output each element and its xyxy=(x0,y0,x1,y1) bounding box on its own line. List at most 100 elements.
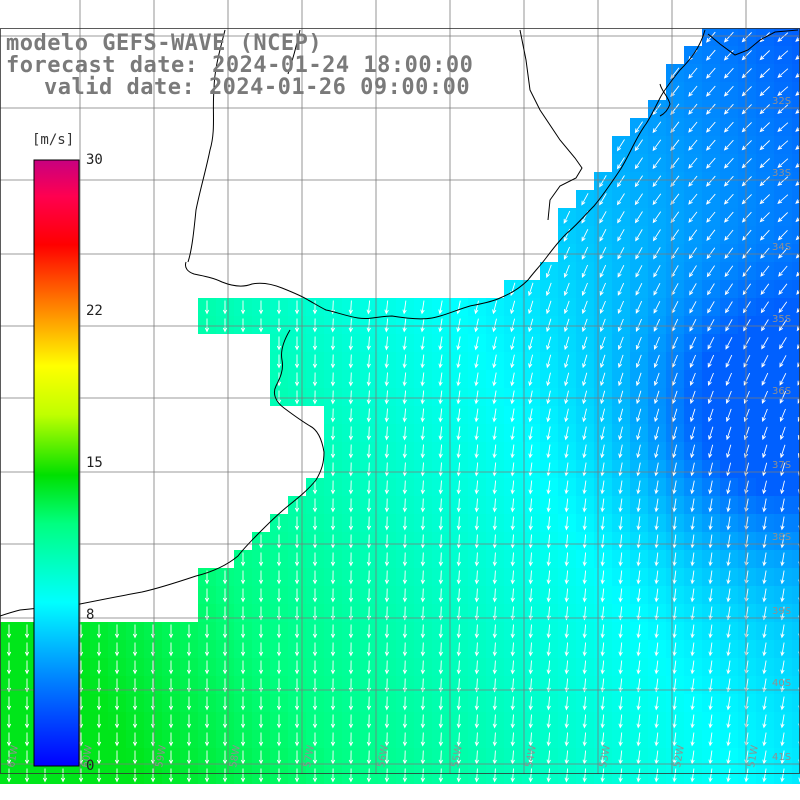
wind-arrow xyxy=(725,354,733,368)
colorbar-tick-15: 15 xyxy=(86,455,103,471)
wind-arrow xyxy=(563,300,570,315)
wind-arrow xyxy=(723,103,734,115)
wind-arrow xyxy=(777,68,789,78)
wind-arrow xyxy=(222,660,228,675)
wind-arrow xyxy=(564,624,569,639)
wind-arrow xyxy=(652,175,662,188)
wind-arrow xyxy=(348,444,354,459)
wind-arrow xyxy=(761,390,769,404)
wind-arrow xyxy=(330,444,336,459)
latitude-label: 33S xyxy=(772,168,791,179)
wind-arrow xyxy=(599,211,607,224)
wind-arrow xyxy=(528,282,534,297)
wind-arrow xyxy=(420,354,425,369)
wind-arrow xyxy=(777,212,789,223)
wind-arrow xyxy=(724,283,733,296)
wind-arrow xyxy=(654,606,659,621)
latitude-label: 35S xyxy=(772,314,791,325)
wind-arrow xyxy=(510,750,515,765)
wind-arrow xyxy=(258,606,264,621)
field-cell xyxy=(792,550,800,568)
wind-arrow xyxy=(777,122,789,132)
wind-arrow xyxy=(707,336,715,350)
wind-arrow xyxy=(690,444,696,459)
wind-arrow xyxy=(706,193,716,205)
wind-arrow xyxy=(168,768,174,783)
wind-arrow xyxy=(492,678,497,693)
wind-arrow xyxy=(618,408,624,423)
wind-arrow xyxy=(312,354,318,369)
wind-arrow xyxy=(438,588,443,603)
wind-arrow xyxy=(402,660,408,675)
wind-arrow xyxy=(312,516,318,531)
wind-arrow xyxy=(420,480,425,495)
wind-arrow xyxy=(708,696,713,711)
wind-arrow xyxy=(204,768,210,783)
wind-arrow xyxy=(690,678,695,693)
wind-arrow xyxy=(582,462,587,477)
wind-arrow xyxy=(402,750,408,765)
wind-arrow xyxy=(474,516,479,531)
wind-arrow xyxy=(762,696,767,711)
wind-arrow xyxy=(276,300,282,315)
wind-arrow xyxy=(546,354,552,369)
wind-arrow xyxy=(276,318,282,333)
wind-arrow xyxy=(528,642,533,657)
wind-arrow xyxy=(654,642,659,657)
wind-arrow xyxy=(312,300,318,315)
wind-arrow xyxy=(528,714,533,729)
wind-arrow xyxy=(726,552,731,567)
wind-arrow xyxy=(402,642,408,657)
wind-arrow xyxy=(492,660,497,675)
wind-arrow xyxy=(348,534,354,549)
wind-arrow xyxy=(348,678,354,693)
wind-arrow xyxy=(402,498,407,513)
wind-arrow xyxy=(402,768,408,783)
longitude-label: 58W xyxy=(228,744,243,768)
wind-arrow xyxy=(330,480,336,495)
wind-arrow xyxy=(690,606,695,621)
wind-arrow xyxy=(402,714,408,729)
wind-arrow xyxy=(240,588,246,603)
wind-arrow xyxy=(636,732,641,747)
wind-arrow xyxy=(222,714,228,729)
wind-arrow xyxy=(330,552,336,567)
wind-arrow xyxy=(653,265,661,278)
wind-arrow xyxy=(384,444,389,459)
wind-arrow xyxy=(312,570,318,585)
wind-arrow xyxy=(510,318,516,333)
wind-arrow xyxy=(742,265,752,278)
longitude-label: 51W xyxy=(746,744,761,768)
wind-arrow xyxy=(222,300,228,315)
wind-arrow xyxy=(780,678,785,693)
wind-arrow xyxy=(384,606,390,621)
wind-arrow xyxy=(294,354,300,369)
wind-arrow xyxy=(330,426,336,441)
field-cell xyxy=(792,388,800,406)
wind-arrow xyxy=(510,660,515,675)
wind-arrow xyxy=(168,732,174,747)
wind-arrow xyxy=(759,158,771,169)
wind-arrow xyxy=(780,444,786,459)
wind-arrow xyxy=(204,714,210,729)
wind-arrow xyxy=(420,552,425,567)
wind-arrow xyxy=(312,750,318,765)
wind-arrow xyxy=(474,408,479,423)
wind-arrow xyxy=(726,642,731,657)
wind-arrow xyxy=(474,696,479,711)
wind-arrow xyxy=(456,444,461,459)
wind-arrow xyxy=(348,714,354,729)
wind-arrow xyxy=(599,175,607,188)
wind-arrow xyxy=(563,318,570,333)
wind-arrow xyxy=(780,750,785,765)
wind-arrow xyxy=(348,354,353,369)
wind-arrow xyxy=(690,480,695,495)
wind-arrow xyxy=(492,354,497,369)
wind-arrow xyxy=(258,624,264,639)
wind-arrow xyxy=(654,732,659,747)
wind-arrow xyxy=(510,642,515,657)
wind-arrow xyxy=(563,246,571,260)
field-cell xyxy=(792,64,800,82)
wind-arrow xyxy=(420,498,425,513)
wind-arrow xyxy=(618,732,623,747)
